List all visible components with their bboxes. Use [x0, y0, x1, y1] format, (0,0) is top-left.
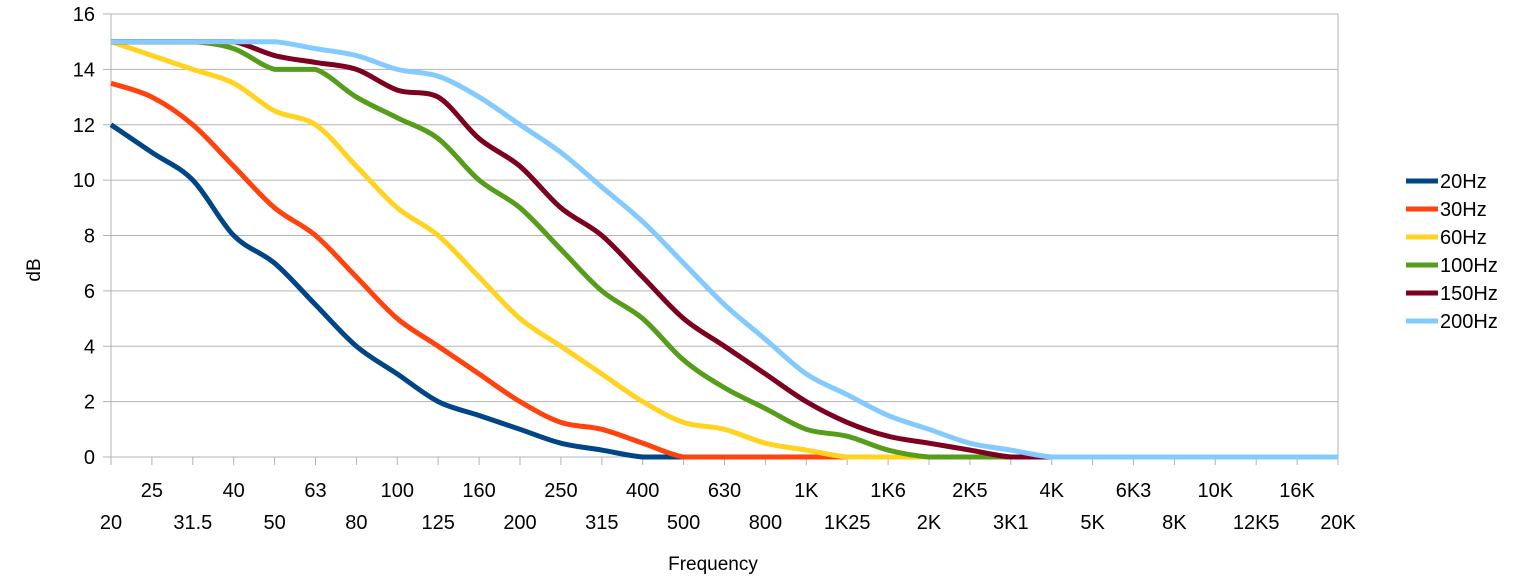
x-tick-label: 200 [503, 512, 536, 534]
series-line-200hz [111, 39, 1338, 460]
legend-label: 20Hz [1440, 171, 1487, 193]
x-tick-label: 8K [1162, 512, 1187, 534]
x-tick-label: 1K [794, 480, 819, 502]
tick-labels: 0 2 4 6 8 10 12 14 16 20 25 31.5 40 50 63 80 100 125 160 20… [73, 4, 1357, 534]
x-tick-label: 4K [1039, 480, 1064, 502]
y-tick-label: 12 [73, 115, 95, 137]
y-tick-label: 6 [84, 281, 95, 303]
x-tick-label: 630 [708, 480, 741, 502]
y-tick-label: 0 [84, 447, 95, 469]
y-tick-label: 14 [73, 59, 95, 81]
series-line-30hz [110, 80, 1338, 460]
legend-label: 200Hz [1440, 311, 1498, 333]
y-tick-label: 8 [84, 226, 95, 248]
legend-label: 30Hz [1440, 199, 1487, 221]
axes [103, 13, 1339, 465]
legend-label: 60Hz [1440, 227, 1487, 249]
x-tick-label: 16K [1279, 480, 1315, 502]
x-tick-label: 80 [345, 512, 367, 534]
x-tick-label: 160 [462, 480, 495, 502]
x-tick-label: 2K5 [952, 480, 988, 502]
x-tick-label: 50 [263, 512, 285, 534]
y-tick-label: 10 [73, 170, 95, 192]
x-tick-label: 20 [100, 512, 122, 534]
y-tick-label: 4 [84, 336, 95, 358]
legend-label: 100Hz [1440, 255, 1498, 277]
y-tick-label: 2 [84, 392, 95, 414]
x-tick-label: 40 [223, 480, 245, 502]
legend: 20Hz 30Hz 60Hz 100Hz 150Hz 200Hz [1406, 171, 1498, 333]
series-line-60hz [110, 39, 1338, 460]
x-tick-label: 250 [544, 480, 577, 502]
x-tick-label: 1K25 [824, 512, 871, 534]
x-tick-label: 800 [749, 512, 782, 534]
legend-label: 150Hz [1440, 283, 1498, 305]
series-lines [109, 39, 1338, 460]
x-axis-title: Frequency [668, 554, 758, 575]
x-tick-label: 500 [667, 512, 700, 534]
x-tick-label: 5K [1080, 512, 1105, 534]
x-tick-label: 100 [381, 480, 414, 502]
x-tick-label: 20K [1320, 512, 1356, 534]
x-tick-label: 400 [626, 480, 659, 502]
series-line-100hz [111, 39, 1338, 460]
x-tick-label: 25 [141, 480, 163, 502]
y-axis-title: dB [24, 258, 45, 281]
x-tick-label: 12K5 [1233, 512, 1280, 534]
x-tick-label: 63 [304, 480, 326, 502]
series-line-150hz [111, 39, 1338, 460]
x-tick-label: 315 [585, 512, 618, 534]
x-tick-label: 10K [1198, 480, 1234, 502]
x-tick-label: 31.5 [173, 512, 212, 534]
x-tick-label: 1K6 [870, 480, 906, 502]
x-tick-label: 2K [917, 512, 942, 534]
x-tick-label: 3K1 [993, 512, 1029, 534]
y-tick-label: 16 [73, 4, 95, 26]
x-tick-label: 125 [422, 512, 455, 534]
x-tick-label: 6K3 [1116, 480, 1152, 502]
